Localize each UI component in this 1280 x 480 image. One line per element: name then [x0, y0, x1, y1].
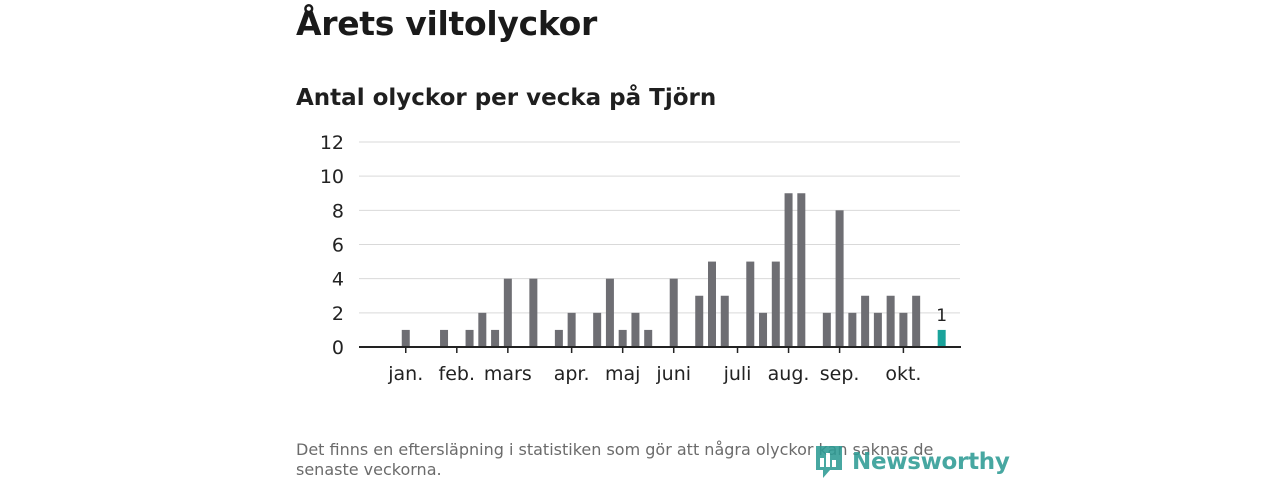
x-tick-label-okt: okt.: [885, 363, 921, 385]
highlight-value-label: 1: [936, 306, 947, 326]
bar-week-38: [861, 295, 870, 347]
bar-week-31: [771, 261, 780, 347]
x-axis: [359, 346, 961, 353]
x-tick-label-feb: feb.: [439, 363, 475, 385]
chart-subtitle: Antal olyckor per vecka på Tjörn: [296, 85, 717, 111]
x-tick-label-juli: juli: [723, 363, 752, 385]
bar-week-2: [401, 329, 410, 347]
bar-week-19: [618, 329, 627, 347]
x-tick-label-aug: aug.: [768, 363, 810, 385]
bar-week-32: [784, 193, 793, 347]
chart-gridlines: [359, 141, 960, 314]
y-tick-label-2: 2: [332, 303, 344, 325]
chart-bars: [401, 193, 946, 347]
bar-week-37: [848, 312, 857, 347]
x-tick-label-jan: jan.: [387, 363, 423, 385]
bar-week-33: [797, 193, 806, 347]
x-tick-label-juni: juni: [655, 363, 691, 385]
bar-week-40: [886, 295, 895, 347]
bar-week-8: [478, 312, 487, 347]
bar-week-36: [835, 210, 844, 347]
y-axis-tick-labels: 0 2 4 6 8 10 12: [320, 132, 344, 359]
x-axis-month-labels: jan. feb. mars apr. maj juni juli aug. sep. okt.: [387, 363, 921, 385]
bar-week-39: [873, 312, 882, 347]
page-title: Årets viltolyckor: [296, 4, 597, 43]
y-tick-label-8: 8: [332, 200, 344, 222]
bar-week-17: [593, 312, 602, 347]
newsworthy-logo-icon: [816, 446, 842, 478]
chart-annotations: 1: [936, 306, 947, 326]
y-tick-label-12: 12: [320, 132, 344, 154]
bar-week-26: [708, 261, 716, 347]
bar-week-15: [567, 312, 576, 347]
footnote: Det finns en eftersläpning i statistiken…: [296, 440, 934, 479]
bar-week-14: [554, 329, 563, 347]
x-tick-label-apr: apr.: [554, 363, 590, 385]
bar-week-12: [529, 278, 538, 347]
bar-week-41: [899, 312, 908, 347]
bar-week-18: [605, 278, 614, 347]
bar-week-42: [912, 295, 921, 347]
y-tick-label-4: 4: [332, 269, 344, 291]
bar-week-21: [644, 329, 653, 347]
bar-week-23: [669, 278, 678, 347]
bar-week-44: [937, 329, 946, 347]
x-tick-label-sep: sep.: [820, 363, 860, 385]
x-tick-label-mars: mars: [484, 363, 532, 385]
weekly-accidents-bar-chart: 0 2 4 6 8 10 12 jan. feb. mars apr. maj juni juli aug…: [320, 132, 961, 385]
newsworthy-logo: Newsworthy: [814, 444, 1010, 480]
bar-week-10: [503, 278, 512, 347]
y-tick-label-0: 0: [332, 337, 344, 359]
y-tick-label-6: 6: [332, 235, 344, 257]
brand-name: Newsworthy: [852, 449, 1010, 475]
bar-week-27: [720, 295, 729, 347]
bar-week-9: [491, 329, 500, 347]
bar-week-20: [631, 312, 640, 347]
y-tick-label-10: 10: [320, 166, 344, 188]
bar-week-35: [822, 312, 831, 347]
bar-week-29: [746, 261, 755, 347]
bar-week-7: [465, 329, 474, 347]
bar-week-25: [695, 295, 704, 347]
x-tick-label-maj: maj: [605, 363, 640, 385]
bar-week-5: [440, 329, 449, 347]
bar-week-30: [759, 312, 768, 347]
